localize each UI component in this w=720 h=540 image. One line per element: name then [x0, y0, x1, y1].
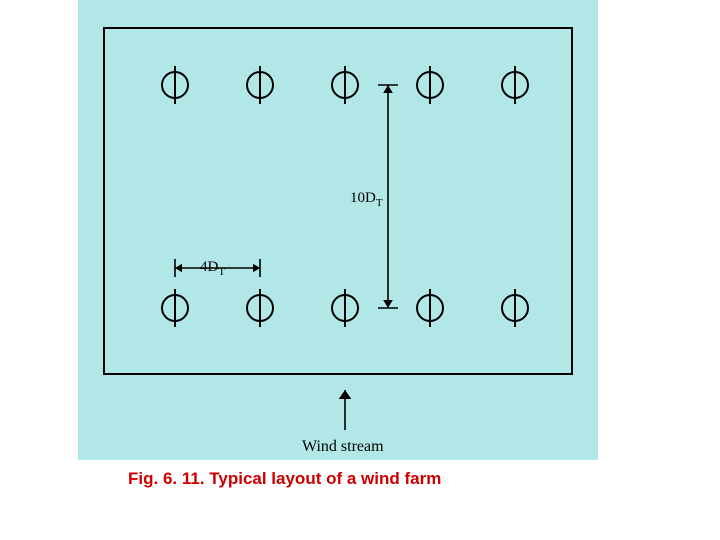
- figure-caption: Fig. 6. 11. Typical layout of a wind far…: [128, 469, 441, 489]
- wind-stream-label: Wind stream: [302, 438, 384, 456]
- stage: 10DT 4DT Wind stream Fig. 6. 11. Typical…: [0, 0, 720, 540]
- wind-stream-arrow: [0, 0, 720, 540]
